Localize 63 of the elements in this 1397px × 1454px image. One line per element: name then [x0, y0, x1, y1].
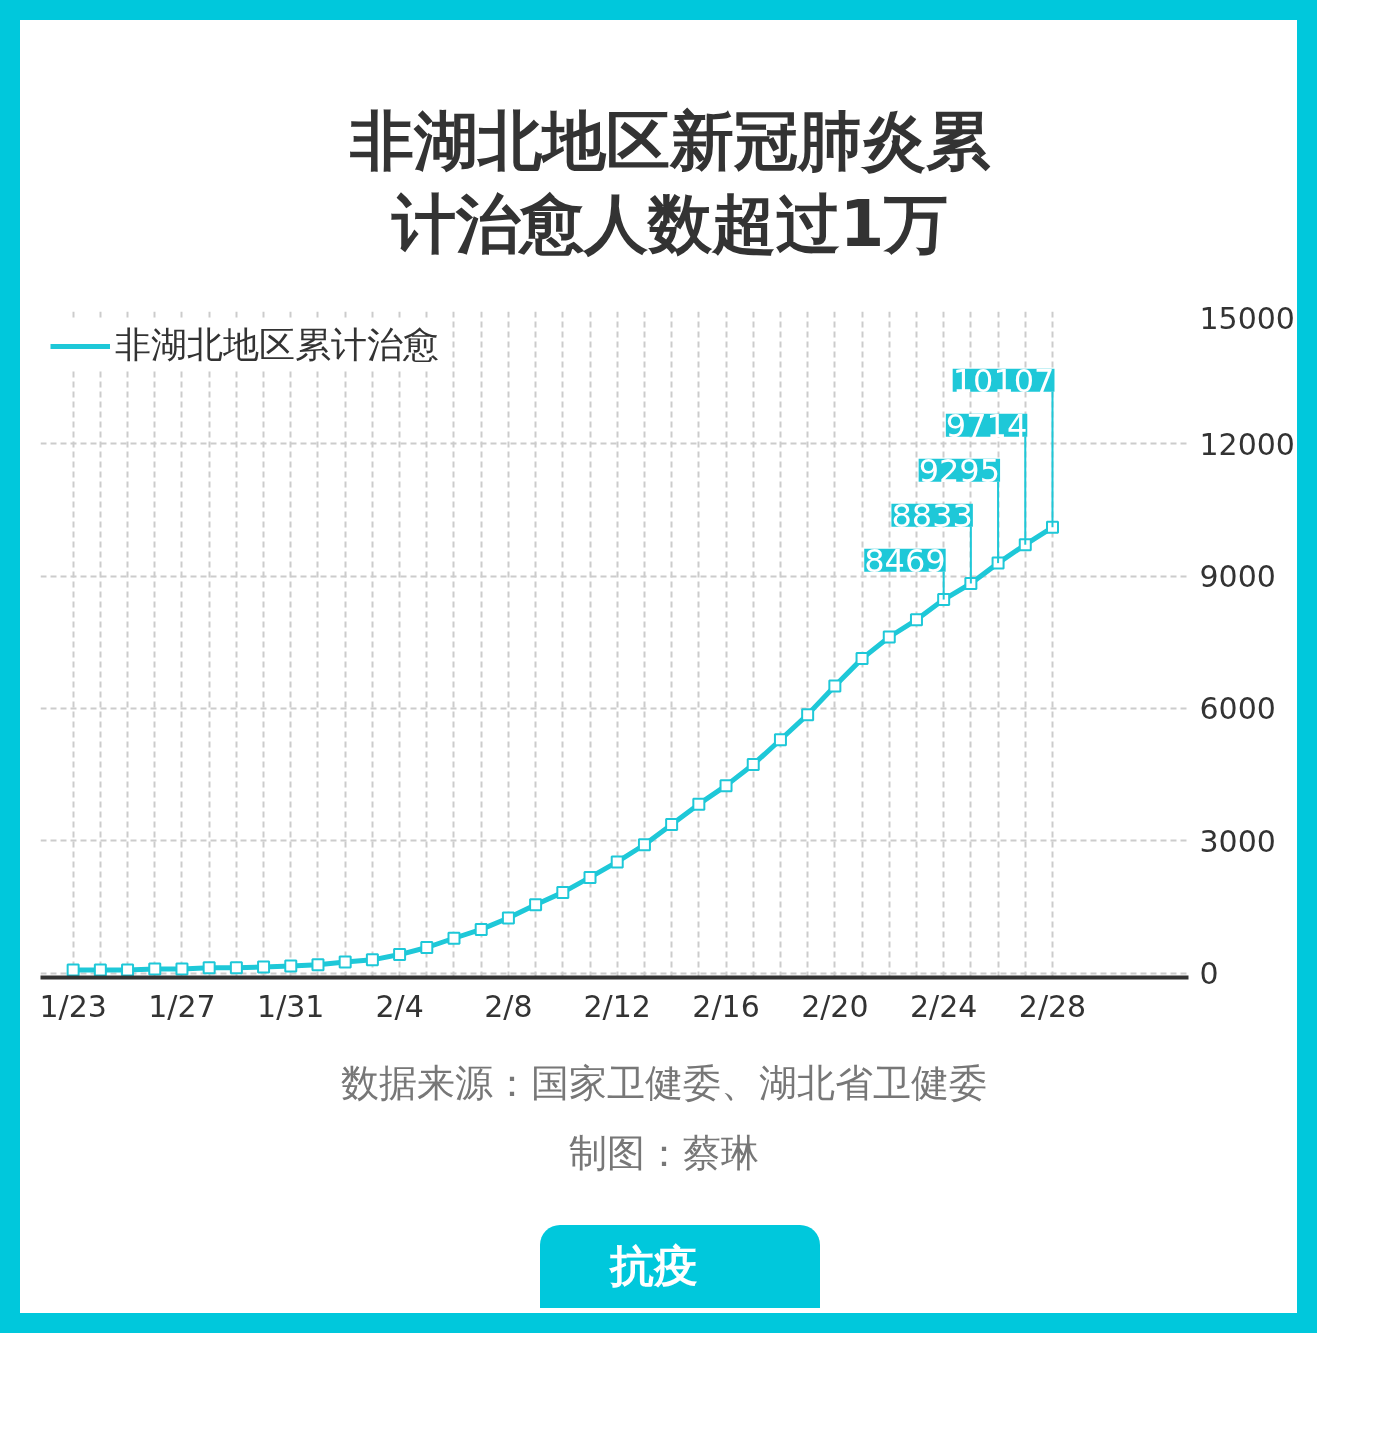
- point: [719, 779, 733, 793]
- point: [937, 593, 951, 607]
- text: 抗疫: [610, 1238, 698, 1293]
- source-note: 数据来源：国家卫健委、湖北省卫健委: [340, 1060, 987, 1108]
- point: [284, 959, 298, 973]
- x-tick-label: 1/27: [148, 988, 216, 1024]
- point: [148, 962, 162, 976]
- y-tick-label: 12000: [1199, 427, 1295, 463]
- point: [474, 923, 488, 937]
- x-tick-label: 2/16: [692, 988, 760, 1024]
- point: [556, 886, 570, 900]
- point: [1018, 538, 1032, 552]
- point: [121, 963, 135, 977]
- point: [801, 708, 815, 722]
- y-tick-label: 15000: [1199, 300, 1295, 336]
- point: [746, 758, 760, 772]
- text: 制图：蔡琳: [568, 1129, 759, 1177]
- data-label: 9295: [918, 452, 1001, 491]
- point: [855, 652, 869, 666]
- data-label: 8833: [891, 497, 973, 536]
- point: [66, 963, 80, 977]
- point: [882, 630, 896, 644]
- point: [637, 838, 651, 852]
- y-tick-label: 3000: [1199, 824, 1276, 860]
- point: [420, 941, 434, 955]
- chart-title: 非湖北地区新冠肺炎累计治愈人数超过1万: [350, 103, 990, 264]
- point: [665, 818, 679, 832]
- x-tick-label: 1/23: [39, 988, 107, 1024]
- point: [229, 961, 243, 975]
- point: [393, 948, 407, 962]
- data-label: 10107: [952, 362, 1055, 401]
- point: [447, 932, 461, 946]
- point: [773, 733, 787, 747]
- x-tick-label: 2/24: [909, 988, 978, 1024]
- point: [501, 911, 515, 925]
- point: [311, 958, 325, 972]
- point: [909, 613, 923, 627]
- point: [991, 557, 1005, 570]
- x-tick-label: 2/20: [801, 988, 869, 1024]
- point: [365, 953, 379, 967]
- point: [257, 960, 271, 974]
- data-label: 9714: [945, 407, 1028, 446]
- point: [93, 963, 107, 977]
- legend-label: 非湖北地区累计治愈: [115, 323, 439, 368]
- point: [828, 679, 842, 693]
- x-tick-label: 2/28: [1018, 988, 1087, 1024]
- point: [338, 955, 352, 969]
- x-tick-label: 2/8: [484, 988, 533, 1024]
- x-tick-label: 1/31: [257, 988, 325, 1024]
- point: [964, 577, 978, 591]
- point: [610, 855, 624, 869]
- point: [529, 898, 543, 912]
- point: [692, 798, 706, 812]
- data-label: 8469: [864, 542, 946, 581]
- y-tick-label: 0: [1199, 956, 1219, 992]
- point: [583, 871, 597, 885]
- point: [1045, 521, 1059, 535]
- y-tick-label: 9000: [1199, 559, 1276, 595]
- point: [202, 961, 216, 975]
- point: [175, 962, 189, 976]
- x-tick-label: 2/12: [583, 988, 651, 1024]
- x-tick-label: 2/4: [375, 988, 424, 1024]
- y-tick-label: 6000: [1199, 691, 1276, 727]
